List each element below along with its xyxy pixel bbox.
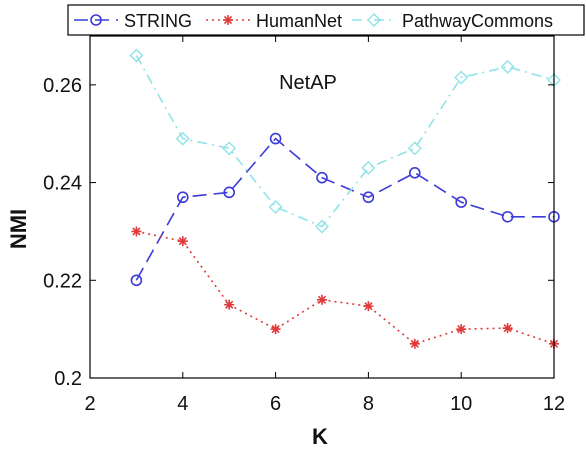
data-point-string [223,186,235,199]
legend-marker-string [90,14,102,26]
series-string [130,132,560,287]
data-point-humannet [409,338,420,349]
series-layer [129,48,561,349]
x-tick-label: 10 [450,393,472,415]
legend-label-string: STRING [124,11,192,31]
data-point-humannet [177,236,188,247]
x-tick-label: 12 [543,393,565,415]
data-point-humannet [224,299,235,310]
data-point-pathwaycommons [407,141,422,156]
x-tick-label: 8 [363,393,374,415]
axes-layer: 2 4 6 8 10 12 0.2 0.22 0.24 0.26 [43,35,565,415]
data-point-pathwaycommons [361,160,376,175]
legend-marker-pathwaycommons [367,13,381,27]
data-point-pathwaycommons [175,131,190,146]
y-tick-label: 0.22 [43,270,82,292]
data-point-pathwaycommons [129,48,144,63]
data-point-string [362,191,375,204]
data-point-pathwaycommons [315,219,329,234]
data-point-humannet [502,323,513,334]
data-point-string [177,191,189,204]
series-pathwaycommons [129,48,561,234]
data-point-pathwaycommons [500,59,515,74]
data-point-pathwaycommons [268,200,283,214]
y-tick-label: 0.2 [54,368,82,390]
data-point-humannet [131,226,142,237]
legend-item-string: STRING [74,11,192,31]
legend-label-humannet: HumanNet [256,11,342,31]
series-humannet [131,226,559,349]
series-line-string [135,137,554,281]
x-tick-label: 2 [84,393,95,415]
data-point-pathwaycommons [222,141,237,156]
data-point-string [408,167,421,179]
legend-item-pathwaycommons: PathwayCommons [352,11,553,31]
x-axis-label: K [312,424,328,448]
data-point-string [455,196,468,208]
plot-frame [89,35,555,379]
series-line-pathwaycommons [135,55,555,228]
legend: STRING HumanNet PathwayCommons [67,4,585,36]
data-point-humannet [317,294,327,305]
data-point-string [269,132,282,145]
legend-item-humannet: HumanNet [206,11,342,31]
legend-marker-humannet [223,15,233,25]
data-point-string [316,171,328,184]
data-point-string [501,210,514,223]
data-point-string [130,274,143,287]
y-tick-label: 0.24 [43,173,82,195]
legend-box [67,4,585,36]
series-line-humannet [136,230,555,345]
data-point-humannet [363,301,374,312]
x-tick-label: 4 [177,393,188,415]
legend-label-pathwaycommons: PathwayCommons [402,11,553,31]
y-tick-label: 0.26 [43,75,82,97]
y-axis-label: NMI [6,209,31,249]
chart-title: NetAP [279,72,337,94]
data-point-humannet [456,324,467,335]
x-tick-label: 6 [270,393,281,415]
data-point-pathwaycommons [454,70,469,85]
data-point-humannet [270,324,281,335]
